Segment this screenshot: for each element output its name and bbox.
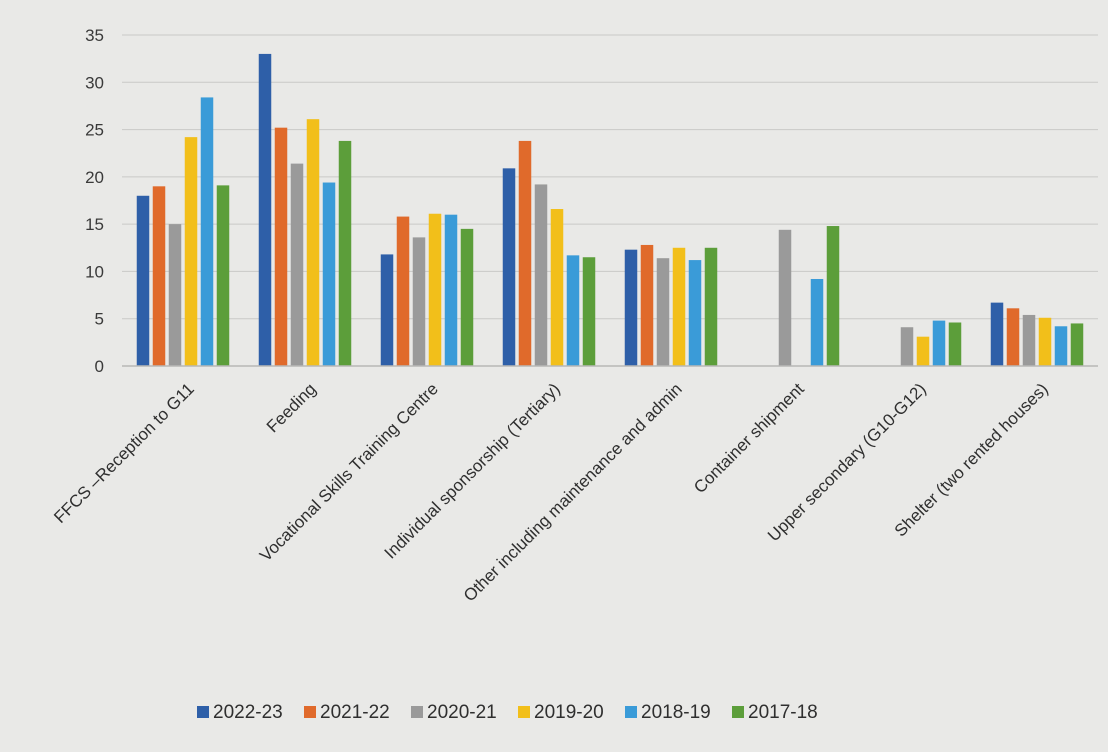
y-tick-label: 15	[85, 215, 104, 234]
x-category-label: Feeding	[263, 379, 320, 436]
bar	[184, 137, 198, 366]
bars	[136, 53, 1084, 367]
bar	[566, 255, 580, 366]
bar	[932, 320, 946, 366]
legend-swatch	[732, 706, 744, 718]
bar	[1006, 308, 1020, 366]
x-axis-category-labels: FFCS –Reception to G11 FeedingVocational …	[50, 379, 1052, 605]
y-tick-label: 30	[85, 73, 104, 92]
bar	[428, 213, 442, 366]
y-tick-label: 35	[85, 26, 104, 45]
bar	[412, 237, 426, 366]
bar	[338, 140, 352, 366]
bar	[258, 53, 272, 367]
x-category-label: Other including maintenance and admin	[460, 379, 686, 605]
bar	[916, 336, 930, 366]
bar	[640, 244, 654, 366]
legend-entry: 2017-18	[748, 702, 818, 723]
bar	[1038, 317, 1052, 366]
y-tick-label: 25	[85, 121, 104, 140]
bar	[688, 260, 702, 366]
x-category-label: FFCS –Reception to G11	[50, 379, 198, 527]
bar	[582, 257, 596, 366]
y-tick-label: 5	[95, 310, 104, 329]
bar	[550, 209, 564, 366]
bar	[216, 185, 230, 366]
legend-swatch	[197, 706, 209, 718]
legend-swatch	[304, 706, 316, 718]
x-category-label: Container shipment	[690, 379, 808, 497]
bar	[168, 224, 182, 366]
y-tick-label: 10	[85, 262, 104, 281]
legend: 2022-23 2021-22 2020-21 2019-20 2018-19 2017-…	[197, 702, 818, 723]
bar	[1022, 314, 1036, 366]
bar	[990, 302, 1004, 366]
legend-entry: 2018-19	[641, 702, 711, 723]
legend-entry: 2022-23	[213, 702, 283, 723]
legend-swatch	[625, 706, 637, 718]
bar	[380, 254, 394, 366]
legend-entry: 2021-22	[320, 702, 390, 723]
bar	[810, 278, 824, 366]
y-axis-tick-labels: 0 5 10 15 20 25 30 35	[85, 26, 104, 376]
bar	[656, 258, 670, 366]
bar	[200, 97, 214, 366]
bar	[152, 186, 166, 366]
legend-entry: 2020-21	[427, 702, 497, 723]
bar	[704, 247, 718, 366]
y-tick-label: 0	[95, 357, 104, 376]
bar	[778, 229, 792, 366]
y-tick-label: 20	[85, 168, 104, 187]
legend-entry: 2019-20	[534, 702, 604, 723]
bar	[672, 247, 686, 366]
bar	[518, 140, 532, 366]
legend-swatch	[411, 706, 423, 718]
bar	[900, 327, 914, 366]
bar	[1054, 326, 1068, 366]
bar	[502, 168, 516, 366]
bar	[136, 195, 150, 366]
bar	[444, 214, 458, 366]
bar	[534, 184, 548, 366]
bar	[1070, 323, 1084, 366]
bar	[624, 249, 638, 366]
legend-swatch	[518, 706, 530, 718]
bar	[306, 119, 320, 366]
bar	[948, 322, 962, 366]
bar	[826, 226, 840, 366]
bar	[322, 182, 336, 366]
bar	[460, 228, 474, 366]
bar	[396, 216, 410, 366]
bar	[290, 163, 304, 366]
bar	[274, 127, 288, 367]
